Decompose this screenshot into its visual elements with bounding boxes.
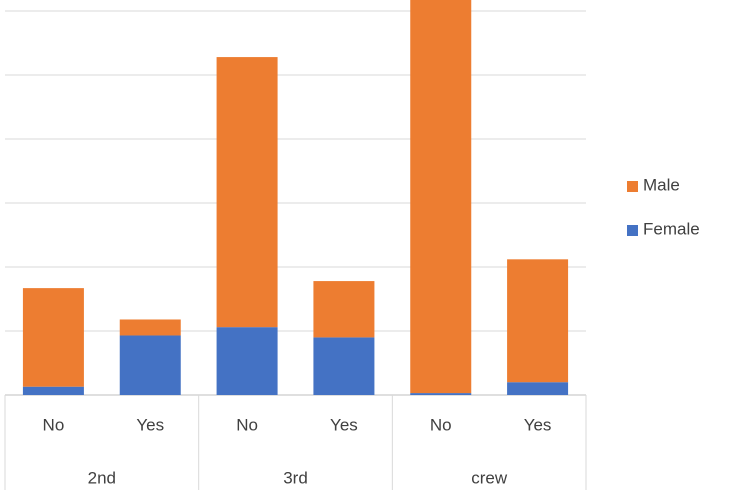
bar-segment bbox=[507, 382, 569, 395]
bar-segment bbox=[22, 288, 84, 387]
bar-segment bbox=[22, 386, 84, 395]
legend-label: Female bbox=[643, 219, 700, 238]
x-tick-label: Yes bbox=[136, 415, 164, 434]
x-tick-label: No bbox=[43, 415, 65, 434]
bar-segment bbox=[216, 327, 278, 395]
x-tick-label: Yes bbox=[524, 415, 552, 434]
legend-swatch bbox=[627, 181, 638, 192]
bar-segment bbox=[313, 281, 375, 338]
bar-segment bbox=[119, 319, 181, 336]
x-tick-label: No bbox=[236, 415, 258, 434]
plot-area bbox=[22, 0, 569, 395]
group-label: 2nd bbox=[88, 468, 116, 487]
bar-segment bbox=[507, 259, 569, 383]
bar-segment bbox=[119, 335, 181, 395]
group-label: 3rd bbox=[283, 468, 308, 487]
x-tick-label: Yes bbox=[330, 415, 358, 434]
legend-label: Male bbox=[643, 175, 680, 194]
bar-segment bbox=[410, 393, 472, 395]
bar-segment bbox=[313, 337, 375, 395]
bar-segment bbox=[410, 0, 472, 394]
x-tick-label: No bbox=[430, 415, 452, 434]
group-label: crew bbox=[471, 468, 508, 487]
legend-swatch bbox=[627, 225, 638, 236]
bar-segment bbox=[216, 57, 278, 328]
